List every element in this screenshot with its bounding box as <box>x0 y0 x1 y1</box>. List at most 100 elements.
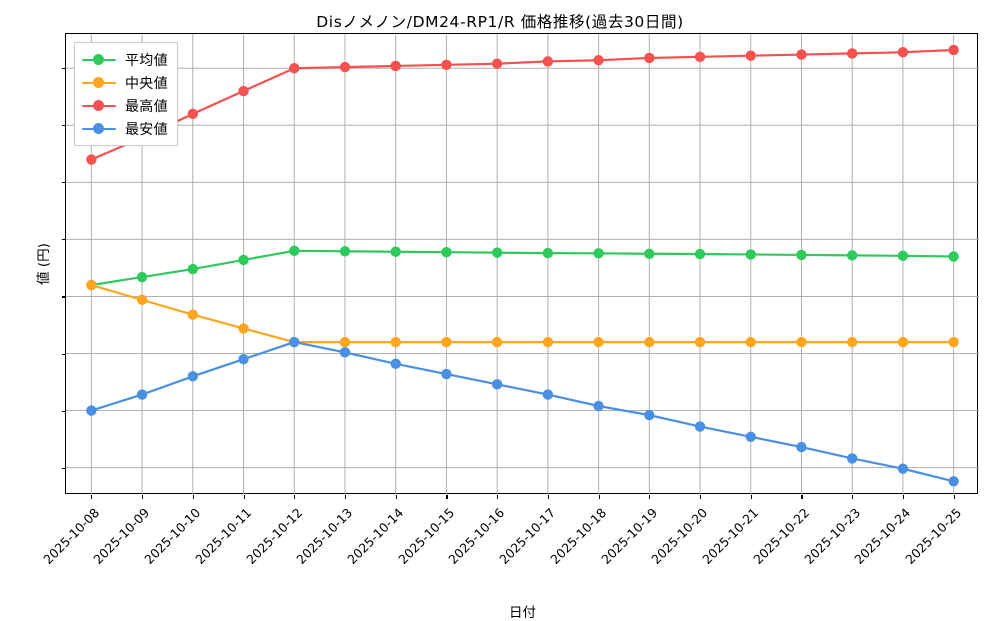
y-tick-mark <box>62 125 66 127</box>
price-trend-chart-figure: Disノメノン/DM24-RP1/R 価格推移(過去30日間) 25507510… <box>36 13 979 621</box>
grid-lines <box>66 34 979 495</box>
data-point-marker <box>897 463 909 474</box>
data-point-marker <box>593 248 604 259</box>
data-point-marker <box>339 61 351 73</box>
x-tick-mark <box>446 495 448 499</box>
legend-swatch-icon <box>82 122 116 136</box>
data-point-marker <box>745 249 756 260</box>
y-axis-label: 値 (円) <box>36 242 52 285</box>
data-point-marker <box>289 63 300 74</box>
data-point-marker <box>897 250 909 262</box>
x-tick-mark <box>902 495 904 499</box>
chart-title: Disノメノン/DM24-RP1/R 価格推移(過去30日間) <box>316 13 684 31</box>
legend-swatch-icon <box>82 99 116 113</box>
data-point-marker <box>289 245 300 257</box>
data-point-marker <box>441 246 452 258</box>
data-point-marker <box>289 336 300 348</box>
y-tick-mark <box>62 239 66 241</box>
data-point-marker <box>593 400 604 412</box>
data-point-marker <box>390 336 401 348</box>
data-point-marker <box>339 336 351 348</box>
x-tick-mark <box>497 495 499 499</box>
legend-label: 平均値 <box>125 52 168 69</box>
data-point-marker <box>491 336 503 348</box>
data-point-marker <box>390 246 401 257</box>
data-point-marker <box>187 309 199 320</box>
x-tick-mark <box>344 495 347 499</box>
data-point-marker <box>542 389 554 400</box>
y-tick-mark <box>62 467 66 469</box>
data-point-marker <box>745 431 756 443</box>
legend-swatch-icon <box>82 76 116 90</box>
data-point-marker <box>948 44 959 56</box>
legend-dot-icon <box>93 123 104 134</box>
data-point-marker <box>136 271 148 283</box>
data-point-marker <box>796 49 807 60</box>
x-tick-mark <box>750 495 752 499</box>
data-point-marker <box>897 336 909 348</box>
data-point-marker <box>187 263 199 275</box>
data-point-marker <box>796 336 807 348</box>
legend-dot-icon <box>93 77 104 88</box>
data-point-marker <box>441 336 452 348</box>
data-point-marker <box>390 358 401 369</box>
x-tick-mark <box>649 495 651 499</box>
x-tick-mark <box>243 495 245 499</box>
data-point-marker <box>86 279 97 291</box>
data-point-marker <box>441 368 452 380</box>
legend-label: 中央値 <box>125 75 168 92</box>
series-lines <box>86 44 959 487</box>
data-point-marker <box>187 371 199 382</box>
data-point-marker <box>897 47 909 58</box>
legend-swatch-icon <box>82 53 116 67</box>
data-point-marker <box>238 323 249 334</box>
x-tick-mark <box>852 495 854 499</box>
data-point-marker <box>491 379 503 390</box>
data-point-marker <box>796 249 807 261</box>
x-tick-mark <box>395 495 397 499</box>
data-point-marker <box>339 246 351 257</box>
x-tick-mark <box>294 495 296 499</box>
data-point-marker <box>644 248 655 259</box>
series-line <box>90 48 955 161</box>
data-point-marker <box>948 336 959 348</box>
x-tick-mark <box>801 495 803 499</box>
legend-dot-icon <box>93 54 104 65</box>
data-point-marker <box>644 336 655 348</box>
data-point-marker <box>948 251 959 262</box>
data-point-marker <box>846 250 858 261</box>
data-point-marker <box>846 453 858 464</box>
y-tick-mark <box>62 410 66 412</box>
data-point-marker <box>542 56 554 67</box>
y-tick-mark <box>62 353 66 355</box>
data-point-marker <box>948 476 959 487</box>
legend-item[interactable]: 中央値 <box>82 71 168 94</box>
y-tick-mark <box>62 182 66 184</box>
legend-item[interactable]: 最安値 <box>82 117 168 140</box>
data-point-marker <box>846 336 858 348</box>
legend-dot-icon <box>93 100 104 111</box>
series-line <box>90 283 955 344</box>
data-point-marker <box>644 52 655 64</box>
legend-item[interactable]: 平均値 <box>82 48 168 71</box>
y-tick-mark <box>62 68 66 70</box>
data-point-marker <box>86 405 97 416</box>
data-point-marker <box>694 336 706 348</box>
data-point-marker <box>238 354 249 365</box>
data-point-marker <box>644 409 655 421</box>
x-tick-mark <box>700 495 702 499</box>
legend-item[interactable]: 最高値 <box>82 94 168 117</box>
data-point-marker <box>86 154 97 165</box>
data-point-marker <box>796 441 807 453</box>
x-axis-label: 日付 <box>509 605 536 621</box>
data-point-marker <box>390 60 401 72</box>
chart-legend: 平均値中央値最高値最安値 <box>74 42 178 146</box>
data-point-marker <box>136 294 148 306</box>
x-tick-mark <box>142 495 144 499</box>
data-point-marker <box>694 421 706 432</box>
data-point-marker <box>238 85 249 97</box>
plot-area: 255075100125150175200 2025-10-082025-10-… <box>36 33 979 621</box>
series-line <box>90 340 955 483</box>
legend-label: 最高値 <box>125 98 168 115</box>
data-point-marker <box>593 336 604 348</box>
